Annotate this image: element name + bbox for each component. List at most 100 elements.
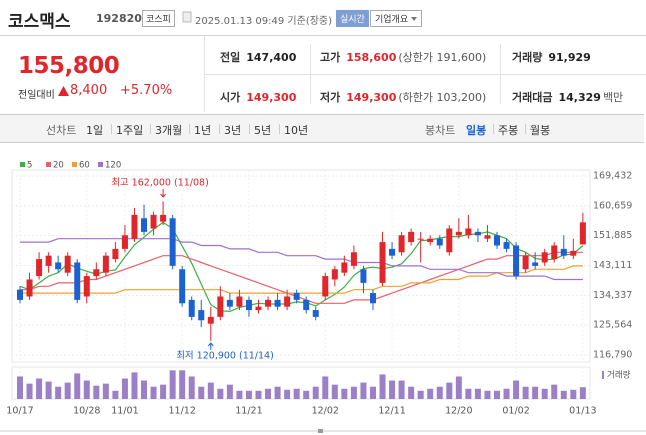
header: 코스맥스 192820 코스피 2025.01.13 09:49 기준(장중) … xyxy=(0,0,646,36)
volume-bar xyxy=(417,390,424,399)
volume-bar xyxy=(532,386,539,399)
annotation-low: 최저 120,900 (11/14) xyxy=(176,351,274,362)
legend-label: 5 xyxy=(27,161,32,171)
legend-label: 20 xyxy=(53,161,64,171)
candle-body xyxy=(513,245,520,277)
period-tab[interactable]: 1일 xyxy=(86,124,104,137)
period-tab[interactable]: 월봉 xyxy=(530,124,551,137)
y-tick-label: 125,564 xyxy=(593,320,632,331)
volume-bar xyxy=(436,386,443,399)
volume-bar xyxy=(303,390,310,399)
clock-icon xyxy=(182,11,192,23)
scrollbar-thumb xyxy=(318,429,323,433)
volume-bar xyxy=(207,382,214,399)
candle-body xyxy=(532,262,539,266)
candle-body xyxy=(522,255,529,270)
volume-bar xyxy=(121,378,128,399)
tab-separator xyxy=(111,124,112,134)
candle-body xyxy=(121,235,128,249)
volume-bar xyxy=(93,385,100,399)
period-tab[interactable]: 3년 xyxy=(224,124,242,137)
volume-bar xyxy=(408,386,415,399)
stat-label: 전일 xyxy=(220,51,241,64)
company-info-label: 기업개요 xyxy=(375,15,409,25)
volume-bar xyxy=(112,390,119,399)
x-tick-label: 11/21 xyxy=(235,406,262,417)
volume-bar xyxy=(341,388,348,399)
change-amount: 8,400 xyxy=(70,83,108,98)
volume-bar xyxy=(236,390,243,399)
stat-cell: 거래량 91,929 xyxy=(512,49,591,65)
stat-value: 91,929 xyxy=(548,51,591,64)
change-rate: +5.70% xyxy=(120,83,173,98)
period-tab[interactable]: 주봉 xyxy=(498,124,519,137)
volume-bar xyxy=(245,390,252,399)
volume-bar xyxy=(141,380,148,399)
x-tick-label: 12/11 xyxy=(378,406,405,417)
stat-value: 14,329 xyxy=(558,91,601,104)
quote-panel: 155,800 전일대비 8,400 +5.70% xyxy=(0,36,205,112)
volume-bar xyxy=(446,382,453,399)
volume-bar xyxy=(284,389,291,399)
candle-body xyxy=(417,238,424,240)
moving-average-line xyxy=(20,238,583,281)
candle-body xyxy=(389,248,396,256)
candle-body xyxy=(265,299,272,307)
annotation-arrow xyxy=(207,342,214,350)
stat-note: (상한가 191,600) xyxy=(398,51,487,64)
candle-body xyxy=(408,231,415,243)
period-tab[interactable]: 1년 xyxy=(194,124,212,137)
volume-bar xyxy=(188,376,195,399)
candle-body xyxy=(465,228,472,236)
volume-bar xyxy=(494,390,500,399)
caret xyxy=(411,17,417,21)
candle-body xyxy=(179,269,186,304)
up-triangle xyxy=(58,86,69,96)
period-tab[interactable]: 5년 xyxy=(254,124,272,137)
candle-body xyxy=(255,306,262,311)
moving-average-line xyxy=(20,251,583,304)
candle-body xyxy=(93,269,100,277)
candle-body xyxy=(436,238,443,246)
volume-bar xyxy=(455,376,462,399)
stat-note: (하한가 103,200) xyxy=(398,91,487,104)
candle-body xyxy=(541,252,548,263)
y-tick-label: 134,337 xyxy=(593,290,632,301)
company-info-button[interactable]: 기업개요 xyxy=(370,10,422,27)
volume-legend-label: 거래량 xyxy=(607,370,631,381)
tab-separator xyxy=(493,124,494,134)
volume-bar xyxy=(36,378,43,399)
period-tab[interactable]: 3개월 xyxy=(155,124,183,137)
x-tick-label: 12/02 xyxy=(312,406,339,417)
y-tick-label: 116,790 xyxy=(593,350,632,361)
stat-label: 거래량 xyxy=(512,51,543,64)
period-tab[interactable]: 일봉 xyxy=(466,124,487,137)
candle-body xyxy=(484,235,491,239)
volume-bar xyxy=(513,380,520,399)
volume-legend-swatch xyxy=(602,371,604,379)
tab-separator xyxy=(249,124,250,134)
candle-body xyxy=(369,293,376,304)
candle-body xyxy=(17,289,23,300)
period-tab[interactable]: 1주일 xyxy=(116,124,144,137)
tab-bar: 선차트 1일 1주일 3개월 1년 3년 5년 10년 봉차트 일봉 주봉 월봉 xyxy=(0,114,644,143)
tab-heading: 선차트 xyxy=(46,124,77,137)
volume-bar xyxy=(131,372,138,399)
current-price: 155,800 xyxy=(18,53,120,79)
period-tab[interactable]: 10년 xyxy=(284,124,309,137)
candle-body xyxy=(245,299,252,311)
candle-body xyxy=(350,252,357,266)
volume-bar xyxy=(350,386,357,399)
y-tick-label: 160,659 xyxy=(593,200,632,211)
stat-cell: 거래대금 14,329 백만 xyxy=(512,89,623,105)
tab-heading: 봉차트 xyxy=(425,124,456,137)
volume-bar xyxy=(55,386,62,399)
realtime-button[interactable]: 실시간 xyxy=(336,10,369,27)
candle-body xyxy=(26,279,33,297)
divider xyxy=(500,44,501,104)
candle-body xyxy=(360,269,367,283)
candle-body xyxy=(398,235,405,253)
volume-bar xyxy=(64,382,71,399)
stat-cell: 고가 158,600 (상한가 191,600) xyxy=(320,49,486,65)
